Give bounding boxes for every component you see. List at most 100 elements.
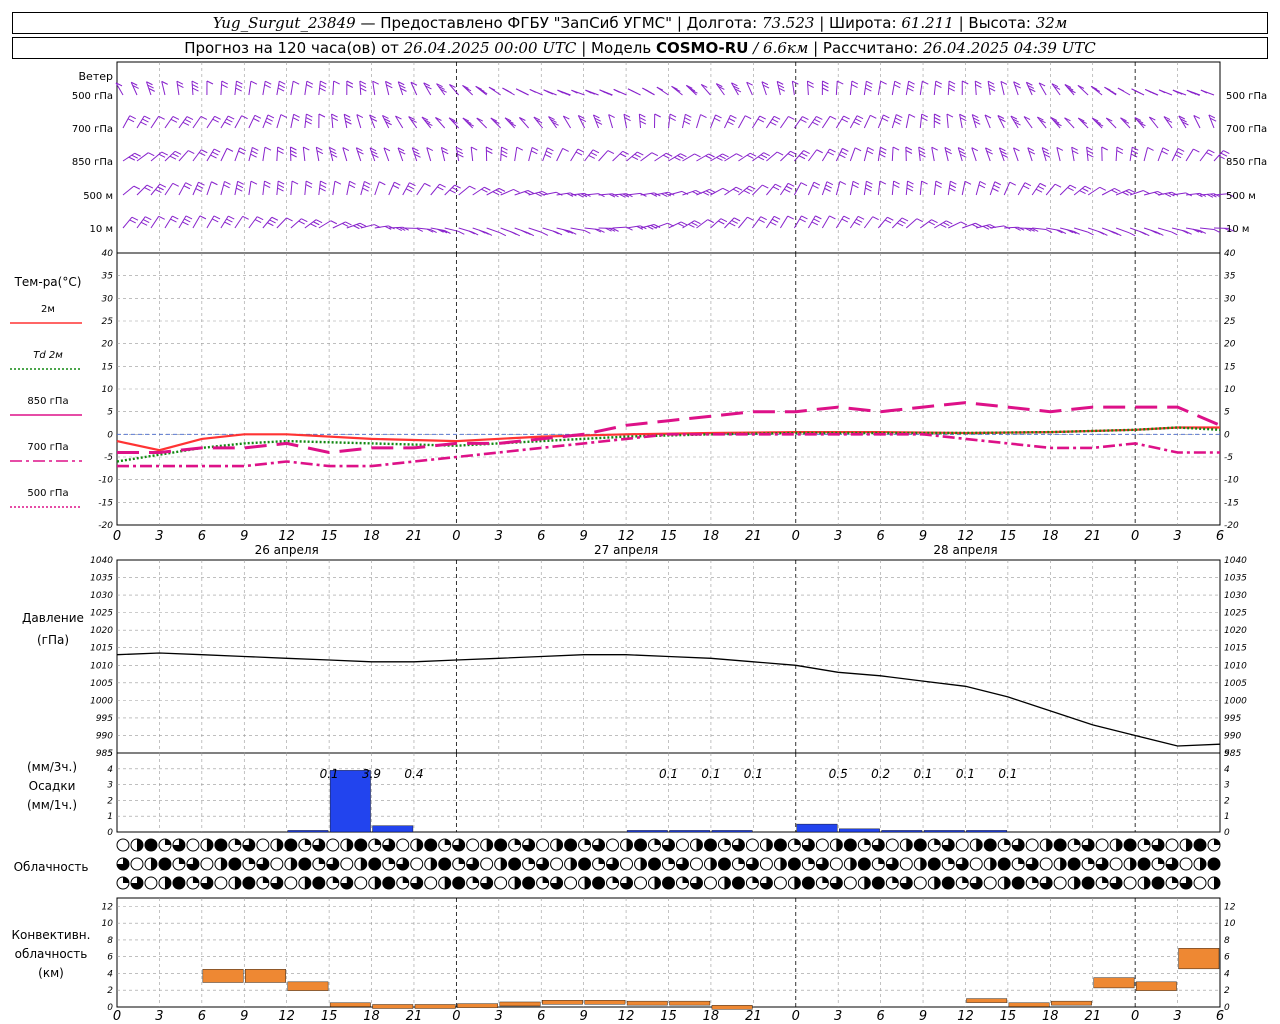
conv-cloud-bar: [1135, 981, 1177, 991]
cloud-symbol: [1193, 838, 1207, 852]
wind-barb-feather: [1000, 150, 1007, 155]
wind-barb-feather: [498, 187, 506, 192]
wind-barb-feather: [694, 220, 701, 225]
wind-barb-staff: [766, 151, 778, 162]
conv-cloud-bar: [245, 969, 286, 983]
wind-barb-feather: [305, 120, 312, 125]
wind-barb-feather: [372, 80, 379, 85]
cloud-symbol: [186, 857, 200, 871]
calc-time: 26.04.2025 04:39 UTC: [923, 39, 1096, 57]
wind-barb-feather: [822, 87, 829, 92]
wind-barb-feather: [279, 80, 286, 85]
wind-barb: [395, 115, 404, 129]
wind-barb-staff: [863, 147, 869, 162]
cloud-symbol: [298, 876, 312, 890]
wind-barb-feather: [700, 114, 707, 119]
cloud-fill: [746, 858, 759, 871]
wind-barb-feather: [298, 220, 305, 225]
precip-tick-left: 4: [107, 765, 113, 775]
temp-tick-left: 40: [102, 249, 114, 259]
cloud-symbol: [955, 838, 969, 852]
wind-barb: [528, 146, 539, 162]
temp-x-tick: 15: [660, 529, 677, 544]
wind-barb-feather: [760, 154, 768, 159]
wind-barb-feather: [674, 88, 681, 92]
wind-barb-feather: [865, 184, 873, 189]
lat-value: 61.211: [901, 14, 954, 32]
wind-barb-feather: [412, 147, 419, 152]
wind-barb-feather: [449, 189, 456, 194]
cloud-fill: [164, 838, 171, 845]
cloud-symbol: [438, 838, 452, 852]
wind-level-right: 10 м: [1226, 224, 1249, 235]
wind-barb-feather: [623, 113, 631, 118]
cloud-symbol: [885, 857, 899, 871]
wind-barb-feather: [277, 180, 285, 185]
wind-barb-feather: [448, 117, 456, 122]
wind-barb: [1200, 89, 1215, 96]
wind-barb-staff: [849, 81, 853, 96]
wind-barb-feather: [905, 150, 913, 154]
wind-barb-staff: [807, 149, 818, 162]
cloud-symbol: [731, 876, 745, 890]
wind-barb-feather: [475, 85, 482, 90]
wind-level-left: 10 м: [90, 224, 113, 235]
wind-barb-staff: [191, 80, 194, 96]
wind-barb: [290, 113, 300, 129]
cloud-fill: [690, 876, 703, 889]
precip-bar: [372, 825, 414, 833]
cloud-fill: [270, 876, 283, 889]
wind-barb-feather: [1193, 148, 1200, 153]
wind-barb: [290, 80, 300, 96]
wind-barb-staff: [1185, 148, 1194, 162]
wind-barb: [504, 117, 517, 129]
wind-barb: [905, 180, 914, 196]
wind-barb-staff: [192, 215, 201, 229]
wind-barb-staff: [1157, 227, 1172, 233]
wind-barb-feather: [158, 115, 165, 120]
cloud-fill: [948, 858, 955, 864]
wind-barb-staff: [891, 146, 894, 162]
cloud-circle: [494, 876, 508, 890]
wind-barb: [402, 227, 423, 232]
wind-barb-feather: [758, 219, 765, 223]
wind-barb: [1199, 193, 1221, 198]
station-name: Yug_Surgut_23849: [212, 14, 356, 32]
wind-barb-staff: [1208, 114, 1215, 129]
cloud-symbol: [536, 857, 550, 871]
cloud-circle: [913, 838, 927, 852]
cloud-fill: [900, 876, 913, 890]
wind-barb-feather: [922, 80, 929, 85]
cloud-fill: [886, 858, 899, 870]
wind-barb-feather: [330, 150, 337, 155]
wind-barb-staff: [318, 220, 332, 229]
cloud-fill: [1018, 857, 1025, 864]
temp-tick-right: 20: [1224, 340, 1236, 350]
wind-barb-feather: [1153, 230, 1161, 235]
cloud-symbol: [228, 838, 242, 852]
cloud-fill: [990, 858, 997, 870]
wind-barb: [388, 181, 401, 196]
wind-barb-feather: [172, 182, 179, 187]
cloud-fill: [668, 858, 675, 864]
wind-barb: [696, 153, 715, 162]
wind-barb-staff: [709, 114, 717, 129]
conv-tick-left: 0: [107, 1003, 113, 1013]
conv-x-tick: 0: [792, 1009, 800, 1024]
wind-barb-feather: [212, 118, 219, 123]
wind-barb: [608, 114, 615, 129]
wind-barb-feather: [250, 180, 258, 185]
conv-cloud-bar: [542, 1000, 583, 1005]
cloud-fill: [514, 839, 521, 845]
wind-barb-feather: [425, 85, 432, 90]
cloud-symbol: [340, 838, 354, 852]
cloud-fill: [186, 858, 199, 870]
conv-tick-left: 10: [102, 919, 114, 929]
wind-barb-feather: [946, 220, 953, 225]
wind-barb-feather: [566, 230, 574, 234]
wind-barb: [1158, 89, 1173, 96]
wind-barb-feather: [516, 146, 524, 151]
wind-barb-feather: [369, 147, 377, 152]
wind-barb: [793, 215, 808, 229]
wind-barb-feather: [280, 114, 288, 119]
